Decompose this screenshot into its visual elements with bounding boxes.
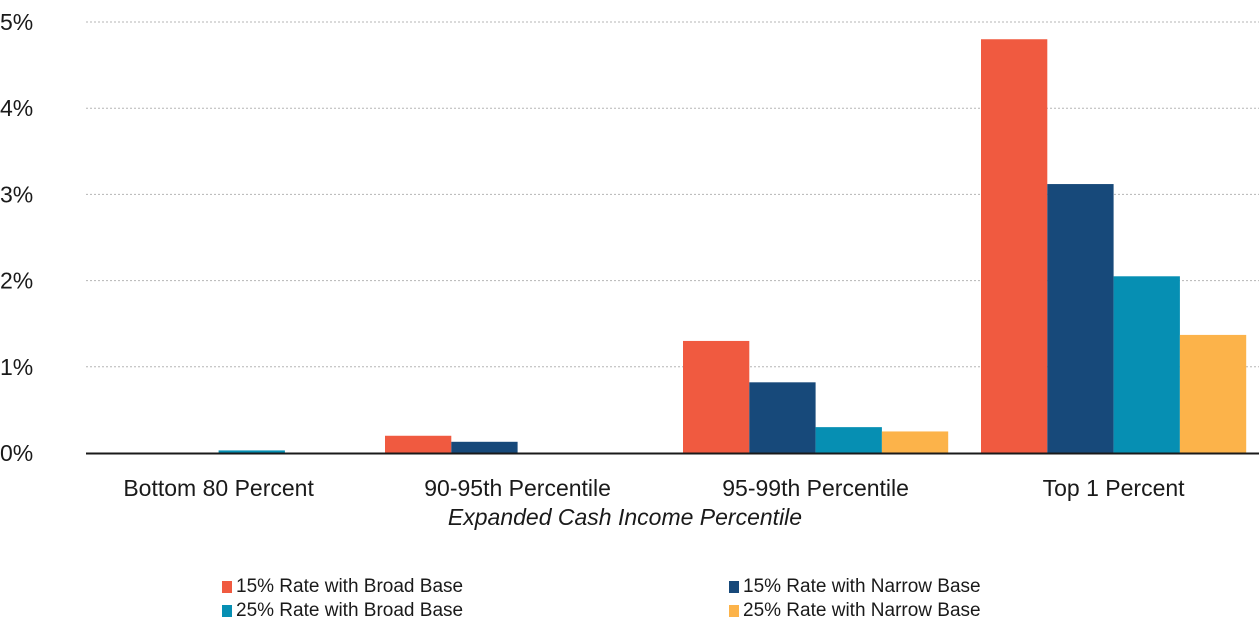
y-tick-label: 3% — [0, 181, 33, 207]
bar — [981, 39, 1048, 454]
y-tick-label: 2% — [0, 268, 33, 294]
legend-swatch — [222, 581, 232, 593]
legend-item: 25% Rate with Narrow Base — [729, 600, 981, 622]
legend-label: 25% Rate with Narrow Base — [743, 600, 981, 621]
legend-label: 15% Rate with Broad Base — [236, 576, 464, 597]
y-tick-label: 1% — [0, 354, 33, 380]
y-tick-label: 5% — [0, 9, 33, 35]
y-tick-label: 4% — [0, 95, 33, 121]
bars — [218, 39, 1247, 454]
x-tick-label: 95-99th Percentile — [722, 475, 909, 501]
y-tick-label: 0% — [0, 440, 33, 466]
legend-swatch — [729, 581, 739, 593]
y-axis-ticks: 0% 1% 2% 3% 4% 5% — [0, 9, 33, 466]
legend-item: 25% Rate with Broad Base — [222, 600, 463, 622]
legend-label: 15% Rate with Narrow Base — [743, 576, 981, 597]
bar — [1047, 184, 1114, 453]
bar — [683, 340, 750, 453]
x-axis-label: Expanded Cash Income Percentile — [448, 504, 802, 530]
legend-label: 25% Rate with Broad Base — [236, 600, 464, 621]
bar — [451, 441, 518, 453]
x-axis-ticks: Bottom 80 Percent 90-95th Percentile 95-99… — [123, 475, 1185, 501]
bar — [218, 450, 285, 453]
x-tick-label: Bottom 80 Percent — [123, 475, 314, 501]
x-tick-label: Top 1 Percent — [1043, 475, 1186, 501]
bar — [1179, 334, 1247, 453]
legend-item: 15% Rate with Narrow Base — [729, 576, 981, 598]
bar — [749, 382, 816, 453]
legend-swatch — [729, 605, 739, 617]
legend-swatch — [222, 605, 232, 617]
bar — [815, 427, 882, 453]
bar — [385, 435, 452, 453]
legend-item: 15% Rate with Broad Base — [222, 576, 463, 598]
bar — [1113, 276, 1180, 453]
bar — [881, 431, 949, 453]
x-tick-label: 90-95th Percentile — [424, 475, 611, 501]
